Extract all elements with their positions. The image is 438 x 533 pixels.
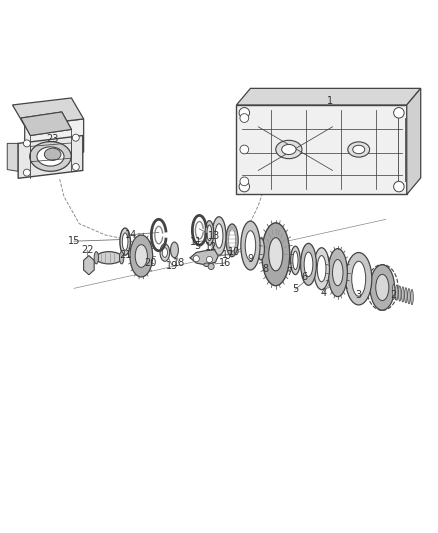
Text: 18: 18 [173,258,185,268]
Polygon shape [237,88,421,105]
Polygon shape [21,112,71,135]
Text: 21: 21 [119,250,131,260]
Ellipse shape [269,238,283,271]
Ellipse shape [396,285,398,300]
Text: 20: 20 [145,259,157,269]
Ellipse shape [348,142,370,157]
Circle shape [23,140,30,147]
Text: 12: 12 [205,242,217,252]
Text: 1: 1 [327,95,333,106]
Circle shape [240,145,249,154]
Circle shape [239,181,250,192]
Polygon shape [237,105,407,195]
Polygon shape [84,256,94,275]
Circle shape [240,177,249,185]
Ellipse shape [226,224,238,257]
Ellipse shape [304,252,313,277]
Ellipse shape [258,238,265,260]
Ellipse shape [212,217,226,255]
Text: 22: 22 [81,245,93,255]
Text: 15: 15 [68,236,80,246]
Ellipse shape [332,260,343,286]
Ellipse shape [352,261,366,296]
Ellipse shape [122,233,128,251]
Circle shape [72,134,79,141]
Ellipse shape [353,146,365,154]
Polygon shape [25,119,84,159]
Ellipse shape [262,223,290,286]
Ellipse shape [135,245,148,268]
Circle shape [394,181,404,192]
Text: 23: 23 [46,134,58,144]
Text: 9: 9 [247,254,254,264]
Polygon shape [7,143,18,171]
Ellipse shape [229,229,236,252]
Text: 19: 19 [166,261,178,271]
Polygon shape [21,112,71,135]
Ellipse shape [94,252,99,264]
Polygon shape [190,250,218,265]
Text: 16: 16 [219,258,232,268]
Ellipse shape [399,286,401,301]
Text: 11: 11 [190,237,202,247]
Text: 3: 3 [356,290,362,300]
Ellipse shape [241,221,260,270]
Ellipse shape [96,252,122,264]
Text: 13: 13 [208,231,220,241]
Ellipse shape [290,246,300,274]
Text: 2: 2 [391,290,397,300]
Text: 7: 7 [286,266,292,277]
Ellipse shape [207,225,212,241]
Ellipse shape [328,248,347,297]
Ellipse shape [392,284,395,300]
Polygon shape [407,88,421,195]
Text: 5: 5 [292,284,299,294]
Circle shape [193,256,199,262]
Text: 4: 4 [321,288,327,298]
Text: 10: 10 [228,247,240,257]
Ellipse shape [160,244,170,261]
Ellipse shape [130,235,152,277]
Ellipse shape [370,265,395,310]
Ellipse shape [204,263,210,266]
Ellipse shape [37,147,64,166]
Ellipse shape [317,256,326,282]
Text: 17: 17 [222,250,234,260]
Ellipse shape [408,288,410,304]
Circle shape [72,164,79,171]
Ellipse shape [282,144,296,155]
Text: 5: 5 [194,240,200,251]
Circle shape [239,108,250,118]
Circle shape [208,263,214,270]
Ellipse shape [30,142,71,171]
Text: 14: 14 [125,230,137,240]
Ellipse shape [293,251,298,270]
Text: 6: 6 [301,272,307,282]
Circle shape [240,114,249,123]
Ellipse shape [120,228,131,255]
Ellipse shape [205,221,214,245]
Ellipse shape [411,289,413,305]
Polygon shape [18,135,83,179]
Polygon shape [12,98,84,126]
Ellipse shape [162,248,167,257]
Ellipse shape [402,287,404,302]
Ellipse shape [276,140,302,159]
Circle shape [394,108,404,118]
Ellipse shape [245,231,256,261]
Ellipse shape [314,248,329,289]
Text: 8: 8 [262,264,268,273]
Ellipse shape [346,253,372,305]
Circle shape [206,256,212,263]
Ellipse shape [44,148,61,160]
Ellipse shape [300,244,316,285]
Ellipse shape [376,274,389,301]
Circle shape [23,169,30,176]
Ellipse shape [120,252,124,264]
Ellipse shape [170,242,178,258]
Ellipse shape [215,224,223,248]
Ellipse shape [405,288,407,303]
